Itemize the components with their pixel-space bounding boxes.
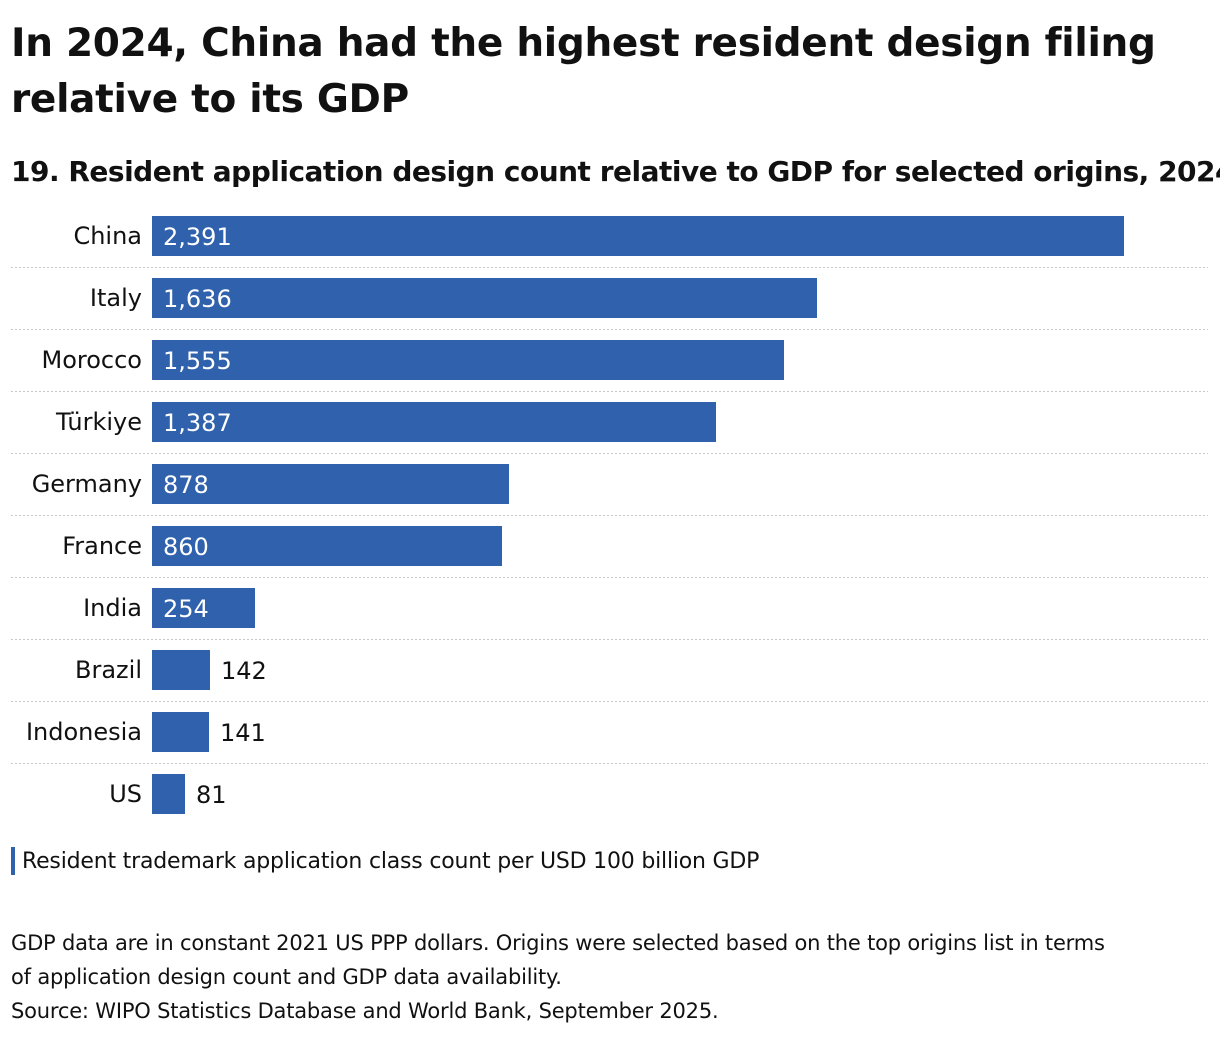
data-label: 860 (163, 533, 209, 561)
data-label: 142 (221, 657, 267, 685)
data-label: 878 (163, 471, 209, 499)
category-label: Türkiye (55, 408, 142, 436)
bar (152, 216, 1124, 256)
source-note: Source: WIPO Statistics Database and Wor… (11, 999, 719, 1023)
bar (152, 464, 509, 504)
category-label: Germany (32, 470, 142, 498)
legend-label: Resident trademark application class cou… (22, 848, 760, 874)
bar-chart: China 2,391 Italy 1,636 Morocco 1,555 Türkiye 1… (11, 216, 1208, 814)
data-label: 1,555 (163, 347, 232, 375)
bar (152, 588, 255, 628)
category-label: Brazil (75, 656, 142, 684)
bar (152, 340, 784, 380)
bar (152, 278, 817, 318)
category-label: Indonesia (26, 718, 142, 746)
legend: Resident trademark application class cou… (11, 845, 759, 877)
data-label: 254 (163, 595, 209, 623)
chart-notes: GDP data are in constant 2021 US PPP dol… (11, 926, 1211, 1028)
category-label: France (62, 532, 142, 560)
legend-swatch (11, 847, 15, 875)
category-label: China (73, 222, 142, 250)
bar (152, 526, 502, 566)
category-label: US (109, 780, 142, 808)
category-label: Morocco (42, 346, 143, 374)
bar (152, 712, 209, 752)
note-line-2: of application design count and GDP data… (11, 965, 562, 989)
bar (152, 774, 185, 814)
data-label: 141 (220, 719, 266, 747)
data-label: 81 (196, 781, 227, 809)
chart-title: In 2024, China had the highest resident … (11, 21, 1156, 122)
data-label: 1,387 (163, 409, 232, 437)
data-label: 2,391 (163, 223, 232, 251)
category-label: Italy (90, 284, 142, 312)
note-line-1: GDP data are in constant 2021 US PPP dol… (11, 931, 1105, 955)
chart-subtitle: 19. Resident application design count re… (11, 155, 1220, 188)
data-label: 1,636 (163, 285, 232, 313)
bar (152, 650, 210, 690)
category-label: India (83, 594, 142, 622)
bar (152, 402, 716, 442)
